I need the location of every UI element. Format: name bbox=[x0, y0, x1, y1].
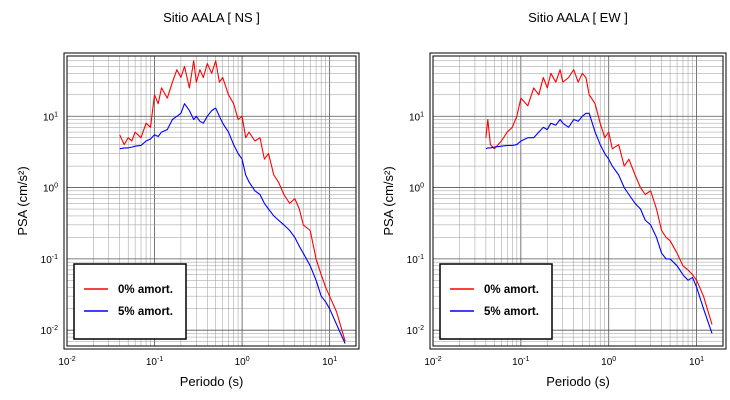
legend-label: 5% amort. bbox=[118, 306, 173, 318]
chart-title: Sitio AALA [ NS ] bbox=[163, 10, 260, 25]
y-tick-label: 100 bbox=[43, 183, 58, 195]
x-tick-label: 10-2 bbox=[58, 356, 75, 368]
x-axis-label: Periodo (s) bbox=[180, 374, 244, 389]
plot-frame-outer bbox=[429, 52, 727, 350]
chart-panel: Sitio AALA [ EW ] 10-2 10-1 100 101 10-2 10-1 1… bbox=[381, 10, 727, 389]
plot-frame bbox=[432, 55, 724, 347]
y-tick-label: 101 bbox=[409, 111, 424, 123]
legend: 0% amort. 5% amort. bbox=[73, 263, 187, 340]
chart-title: Sitio AALA [ EW ] bbox=[528, 10, 628, 25]
y-axis-label: PSA (cm/s²) bbox=[381, 166, 396, 235]
grid bbox=[66, 55, 357, 347]
y-tick-label: 10-1 bbox=[407, 254, 424, 266]
y-tick-label: 100 bbox=[409, 183, 424, 195]
y-tick-label: 10-2 bbox=[41, 325, 58, 337]
x-axis-label: Periodo (s) bbox=[546, 374, 610, 389]
legend-label: 0% amort. bbox=[484, 284, 539, 296]
y-axis-label: PSA (cm/s²) bbox=[15, 166, 30, 235]
legend-label: 0% amort. bbox=[118, 284, 173, 296]
legend-label: 5% amort. bbox=[484, 306, 539, 318]
plot-frame-outer bbox=[63, 52, 360, 350]
chart-panel: Sitio AALA [ NS ] 10-2 10-1 100 101 10-2 10-1 1… bbox=[15, 10, 360, 389]
series-line-red bbox=[485, 69, 713, 325]
legend: 0% amort. 5% amort. bbox=[439, 263, 553, 340]
series-line-blue bbox=[119, 103, 346, 344]
series-line-red bbox=[119, 60, 346, 342]
legend-box bbox=[439, 263, 553, 340]
series-line-blue bbox=[485, 112, 713, 334]
legend-box bbox=[73, 263, 187, 340]
x-tick-label: 100 bbox=[601, 356, 616, 368]
x-tick-label: 10-2 bbox=[424, 356, 441, 368]
y-tick-label: 10-1 bbox=[41, 254, 58, 266]
y-tick-label: 10-2 bbox=[407, 325, 424, 337]
x-tick-label: 100 bbox=[235, 356, 250, 368]
x-tick-label: 10-1 bbox=[146, 356, 163, 368]
x-tick-label: 101 bbox=[322, 356, 337, 368]
x-tick-label: 101 bbox=[689, 356, 704, 368]
y-tick-label: 101 bbox=[43, 111, 58, 123]
plot-frame bbox=[66, 55, 357, 347]
x-tick-label: 10-1 bbox=[512, 356, 529, 368]
